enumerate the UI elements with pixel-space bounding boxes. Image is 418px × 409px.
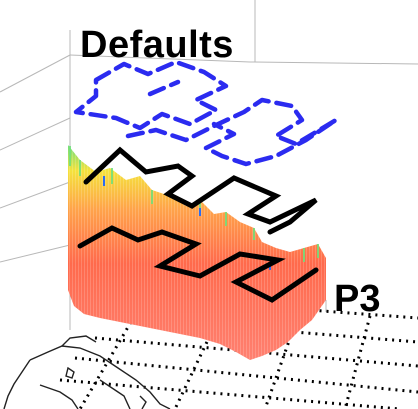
defaults-label: Defaults [80, 24, 234, 66]
flight-path [77, 146, 319, 303]
coastline-map-icon [3, 335, 171, 409]
default-path [73, 59, 339, 167]
profile-label: P3 [334, 278, 381, 320]
measurement-curtain [68, 145, 326, 360]
